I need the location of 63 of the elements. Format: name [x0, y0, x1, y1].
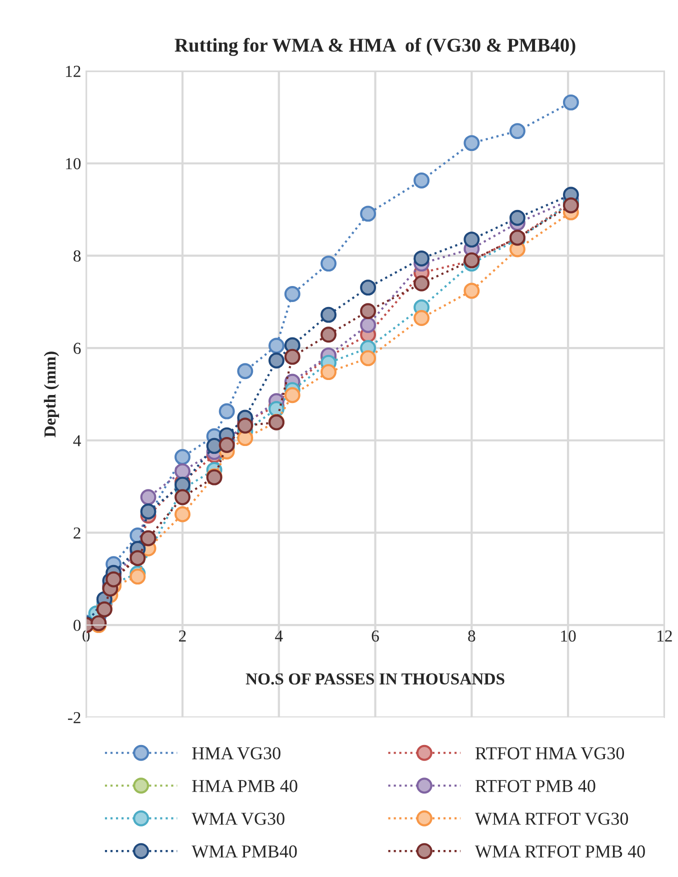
- point: [360, 350, 376, 366]
- point: [414, 310, 430, 326]
- point: [284, 348, 300, 365]
- point: [140, 489, 156, 506]
- point: [562, 197, 579, 214]
- point: [360, 316, 376, 333]
- point: [360, 280, 376, 296]
- legend-label: RTFOT PMB 40: [475, 780, 596, 792]
- x-tick-label: 4: [275, 630, 283, 642]
- point: [140, 503, 156, 520]
- y-tick-label: 2: [74, 527, 80, 538]
- point: [464, 282, 480, 299]
- x-tick-label: 8: [468, 630, 476, 642]
- point: [360, 206, 376, 222]
- point: [174, 506, 190, 522]
- point: [218, 437, 235, 453]
- point: [320, 364, 337, 380]
- chart-title: Rutting for WMA & HMA of (VG30 & PMB40): [174, 38, 576, 56]
- point: [284, 387, 300, 404]
- point: [464, 135, 480, 152]
- point: [320, 326, 337, 343]
- point: [174, 463, 190, 480]
- point: [509, 123, 526, 140]
- point: [320, 256, 337, 272]
- point: [414, 172, 430, 188]
- point: [140, 530, 156, 546]
- point: [130, 550, 146, 566]
- y-tick-label: 8: [74, 250, 81, 262]
- point: [414, 250, 430, 266]
- x-tick-label: 10: [561, 630, 576, 642]
- x-axis-title: NO.S OF PASSES IN THOUSANDS: [246, 673, 504, 685]
- legend-label: HMA VG30: [192, 747, 280, 760]
- y-tick-label: 10: [66, 158, 81, 170]
- point: [130, 568, 146, 585]
- point: [268, 352, 284, 368]
- point: [284, 286, 300, 302]
- point: [320, 306, 337, 323]
- point: [174, 449, 190, 465]
- x-tick-label: 6: [372, 630, 379, 642]
- y-tick-label: 0: [74, 620, 81, 631]
- point: [414, 275, 430, 292]
- point: [360, 303, 376, 320]
- point: [174, 489, 190, 506]
- legend-label: WMA VG30: [192, 812, 284, 825]
- legend-label: WMA PMB40: [192, 845, 297, 858]
- point: [509, 210, 526, 226]
- y-axis-title: Depth (mm): [44, 352, 60, 438]
- point: [237, 363, 254, 380]
- legend-label: RTFOT HMA VG30: [475, 747, 624, 760]
- point: [562, 94, 579, 110]
- y-tick-label: 4: [73, 435, 81, 446]
- y-tick-label: 12: [66, 66, 80, 77]
- point: [206, 438, 222, 454]
- legend-label: HMA PMB 40: [192, 780, 298, 792]
- point: [218, 403, 235, 420]
- x-tick-label: 2: [179, 630, 186, 642]
- y-tick-label: 6: [74, 342, 81, 354]
- y-tick-label: -2: [68, 712, 80, 724]
- legend-label: WMA RTFOT PMB 40: [474, 845, 645, 858]
- point: [464, 232, 480, 248]
- legend-label: WMA RTFOT VG30: [474, 812, 628, 825]
- point: [268, 338, 284, 354]
- x-tick-label: 12: [658, 630, 672, 642]
